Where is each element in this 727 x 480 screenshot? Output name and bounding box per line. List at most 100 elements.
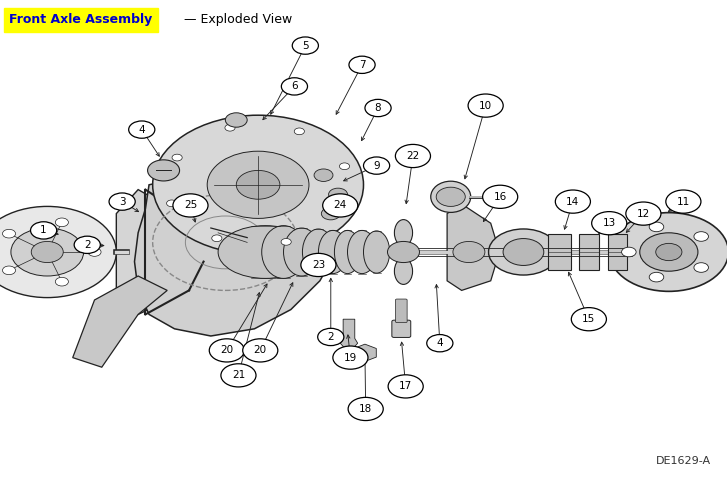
Circle shape (0, 206, 116, 298)
Circle shape (153, 115, 364, 254)
Circle shape (656, 243, 682, 261)
Circle shape (172, 154, 182, 161)
Circle shape (640, 233, 698, 271)
Text: Front Axle Assembly: Front Axle Assembly (9, 13, 153, 26)
Ellipse shape (302, 229, 334, 275)
Circle shape (340, 163, 350, 169)
Text: 11: 11 (677, 197, 690, 206)
Circle shape (609, 213, 727, 291)
Text: 7: 7 (358, 60, 366, 70)
Ellipse shape (318, 230, 348, 274)
Text: 18: 18 (359, 404, 372, 414)
Polygon shape (447, 204, 498, 290)
Ellipse shape (334, 230, 361, 274)
Circle shape (349, 56, 375, 73)
Text: 12: 12 (637, 209, 650, 218)
Circle shape (436, 187, 465, 206)
Text: 14: 14 (566, 197, 579, 206)
Circle shape (592, 212, 627, 235)
Circle shape (109, 193, 135, 210)
Circle shape (666, 190, 701, 213)
Circle shape (281, 239, 292, 245)
Circle shape (571, 308, 606, 331)
Circle shape (503, 239, 544, 265)
Text: 15: 15 (582, 314, 595, 324)
Ellipse shape (284, 228, 320, 276)
Text: 16: 16 (494, 192, 507, 202)
Circle shape (622, 247, 636, 257)
Text: 3: 3 (119, 197, 126, 206)
Circle shape (694, 232, 708, 241)
Circle shape (301, 253, 336, 276)
Text: 6: 6 (291, 82, 298, 91)
Text: 10: 10 (479, 101, 492, 110)
Text: 23: 23 (312, 260, 325, 270)
Circle shape (2, 266, 15, 275)
Circle shape (55, 218, 68, 227)
Circle shape (365, 99, 391, 117)
Circle shape (225, 124, 235, 131)
Circle shape (281, 78, 308, 95)
Ellipse shape (395, 258, 413, 284)
Circle shape (31, 222, 57, 239)
Circle shape (388, 375, 423, 398)
Circle shape (74, 236, 100, 253)
Text: 22: 22 (406, 151, 419, 161)
Circle shape (243, 339, 278, 362)
Text: 20: 20 (220, 346, 233, 355)
Text: 13: 13 (603, 218, 616, 228)
Circle shape (236, 170, 280, 199)
Circle shape (55, 277, 68, 286)
Circle shape (212, 235, 222, 241)
Text: 21: 21 (232, 371, 245, 380)
Text: 2: 2 (327, 332, 334, 342)
Text: 20: 20 (254, 346, 267, 355)
Circle shape (323, 194, 358, 217)
Bar (579, 234, 599, 270)
Text: — Exploded View: — Exploded View (180, 13, 292, 26)
Circle shape (166, 200, 177, 207)
Circle shape (555, 190, 590, 213)
Circle shape (321, 207, 340, 220)
Circle shape (387, 241, 419, 263)
Text: DE1629-A: DE1629-A (656, 456, 711, 466)
Text: 5: 5 (302, 41, 309, 50)
Ellipse shape (218, 226, 313, 278)
Circle shape (694, 263, 708, 272)
Polygon shape (134, 166, 334, 336)
Text: 4: 4 (138, 125, 145, 134)
Circle shape (11, 228, 84, 276)
Text: 1: 1 (40, 226, 47, 235)
Polygon shape (73, 276, 167, 367)
Circle shape (207, 151, 309, 218)
Circle shape (314, 169, 333, 181)
Bar (608, 234, 627, 270)
Ellipse shape (395, 219, 413, 246)
Circle shape (294, 128, 305, 135)
Circle shape (453, 241, 485, 263)
Circle shape (318, 328, 344, 346)
Ellipse shape (262, 226, 305, 278)
Bar (548, 234, 571, 270)
Circle shape (489, 229, 558, 275)
Circle shape (329, 188, 348, 201)
Circle shape (364, 157, 390, 174)
Text: 2: 2 (84, 240, 91, 250)
Text: 9: 9 (373, 161, 380, 170)
Circle shape (292, 37, 318, 54)
Circle shape (221, 364, 256, 387)
Ellipse shape (348, 230, 377, 274)
Polygon shape (116, 190, 207, 314)
Circle shape (395, 144, 430, 168)
Text: 19: 19 (344, 353, 357, 362)
Circle shape (348, 397, 383, 420)
FancyBboxPatch shape (395, 299, 407, 323)
Circle shape (129, 121, 155, 138)
Circle shape (88, 248, 101, 256)
Circle shape (649, 222, 664, 232)
Circle shape (483, 185, 518, 208)
Circle shape (427, 335, 453, 352)
Text: 17: 17 (399, 382, 412, 391)
Circle shape (225, 113, 247, 127)
Circle shape (626, 202, 661, 225)
